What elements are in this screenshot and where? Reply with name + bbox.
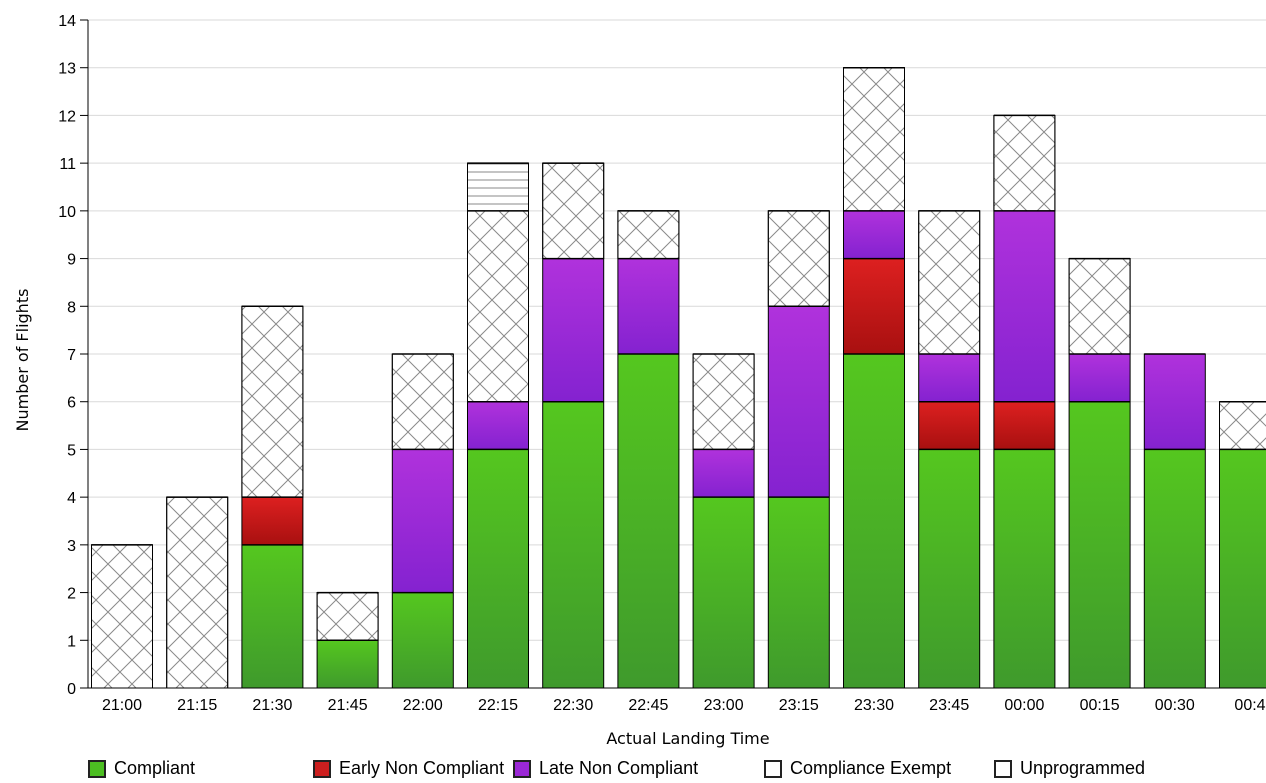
bar-compliant <box>617 354 679 688</box>
bar-late-non-compliant <box>392 449 454 593</box>
x-tick-label: 21:15 <box>177 697 217 714</box>
x-tick-label: 23:15 <box>779 697 819 714</box>
bar-compliant <box>768 497 830 688</box>
bar-compliant <box>467 449 529 688</box>
bar-compliance-exempt <box>1219 401 1266 450</box>
y-tick-label: 6 <box>67 395 76 412</box>
bar-compliant <box>392 592 454 688</box>
y-tick-label: 9 <box>67 252 76 269</box>
bar-compliance-exempt <box>767 210 830 307</box>
bar-late-non-compliant <box>993 210 1055 402</box>
y-tick-label: 10 <box>58 204 76 221</box>
bar-compliant <box>1219 449 1266 688</box>
bar-compliant <box>1144 449 1206 688</box>
y-tick-label: 1 <box>67 633 76 650</box>
bar-compliant <box>241 544 303 688</box>
bar-compliant <box>693 497 755 688</box>
y-tick-label: 3 <box>67 538 76 555</box>
bar-compliant <box>542 401 604 688</box>
legend-item-late-non-compliant: Late Non Compliant <box>513 758 698 779</box>
bar-compliance-exempt <box>617 210 680 260</box>
bar-compliant <box>993 449 1055 688</box>
bar-compliance-exempt <box>241 305 304 498</box>
legend-swatch-compliance-exempt <box>764 759 782 778</box>
x-tick-label: 21:00 <box>102 697 142 714</box>
bar-late-non-compliant <box>918 354 980 402</box>
x-tick-label: 21:30 <box>252 697 292 714</box>
bar-early-non-compliant <box>993 401 1055 450</box>
bar-unprogrammed <box>467 162 529 212</box>
x-tick-label: 00:30 <box>1155 697 1195 714</box>
x-tick-label: 21:45 <box>328 697 368 714</box>
x-tick-label: 00:15 <box>1080 697 1120 714</box>
legend: Compliant Early Non Compliant Late Non Com… <box>88 758 1266 782</box>
legend-item-early-non-compliant: Early Non Compliant <box>313 758 504 779</box>
y-tick-label: 12 <box>58 108 76 125</box>
bar-late-non-compliant <box>617 258 679 354</box>
bar-compliance-exempt <box>993 114 1056 212</box>
legend-label: Late Non Compliant <box>539 758 699 778</box>
bar-late-non-compliant <box>467 401 529 450</box>
legend-swatch-unprogrammed <box>994 759 1012 778</box>
x-tick-label: 00:4 <box>1234 697 1265 714</box>
bar-late-non-compliant <box>843 210 905 259</box>
legend-swatch-compliant <box>88 759 106 778</box>
bars <box>91 66 1266 689</box>
legend-item-compliance-exempt: Compliance Exempt <box>764 758 951 779</box>
bar-compliance-exempt <box>542 162 605 260</box>
legend-swatch-late-non-compliant <box>513 759 531 778</box>
bar-late-non-compliant <box>693 449 755 498</box>
y-tick-label: 0 <box>67 681 76 698</box>
legend-swatch-early-non-compliant <box>313 759 331 778</box>
bar-compliant <box>918 449 980 688</box>
x-tick-label: 23:00 <box>704 697 744 714</box>
x-tick-label: 23:45 <box>929 697 969 714</box>
y-tick-label: 11 <box>59 156 76 173</box>
y-tick-label: 5 <box>67 442 76 459</box>
legend-label: Early Non Compliant <box>339 758 505 778</box>
x-tick-label: 22:30 <box>553 697 593 714</box>
y-axis-title: Number of Flights <box>13 289 32 432</box>
legend-item-compliant: Compliant <box>88 758 195 779</box>
bar-compliance-exempt <box>467 210 529 403</box>
y-tick-label: 2 <box>67 586 76 603</box>
legend-label: Unprogrammed <box>1020 758 1146 778</box>
x-tick-label: 22:00 <box>403 697 443 714</box>
bar-compliance-exempt <box>91 544 153 689</box>
y-tick-label: 14 <box>58 13 76 30</box>
bar-compliant <box>317 640 379 688</box>
y-tick-label: 8 <box>67 299 76 316</box>
bar-compliance-exempt <box>918 210 981 355</box>
y-tick-label: 4 <box>67 490 76 507</box>
legend-label: Compliance Exempt <box>790 758 952 778</box>
bar-late-non-compliant <box>768 306 830 498</box>
bar-compliance-exempt <box>843 67 905 212</box>
x-tick-label: 22:45 <box>628 697 668 714</box>
bar-compliance-exempt <box>692 353 755 450</box>
legend-item-unprogrammed: Unprogrammed <box>994 758 1145 779</box>
bar-early-non-compliant <box>843 258 905 354</box>
bar-late-non-compliant <box>1069 354 1131 402</box>
bar-early-non-compliant <box>918 401 980 450</box>
bar-early-non-compliant <box>241 497 303 545</box>
x-tick-label: 22:15 <box>478 697 518 714</box>
bar-compliant <box>1069 401 1131 688</box>
y-tick-label: 7 <box>67 347 76 364</box>
bar-compliant <box>843 354 905 688</box>
x-tick-label: 23:30 <box>854 697 894 714</box>
y-tick-label: 13 <box>58 61 76 78</box>
x-tick-label: 00:00 <box>1004 697 1044 714</box>
bar-compliance-exempt <box>391 353 454 450</box>
bar-late-non-compliant <box>542 258 604 402</box>
bar-compliance-exempt <box>166 496 229 689</box>
bar-late-non-compliant <box>1144 354 1206 450</box>
bar-compliance-exempt <box>1068 258 1131 355</box>
x-axis-title: Actual Landing Time <box>606 729 769 748</box>
legend-label: Compliant <box>114 758 196 778</box>
bar-compliance-exempt <box>316 592 379 641</box>
